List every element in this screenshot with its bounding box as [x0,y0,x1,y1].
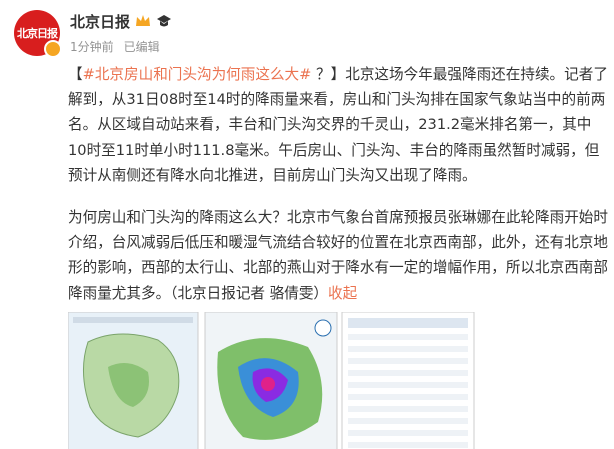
collapse-link[interactable]: 收起 [328,284,358,302]
edited-flag: 已编辑 [123,40,160,54]
image[interactable] [204,312,338,449]
bracket: 【 [68,66,83,83]
text: 北京这场今年最强降雨还在持续。记者了解到，从31日08时至14时的降雨量来看，房… [68,66,608,184]
avatar-text: 北京日报 [17,27,58,40]
name[interactable]: 北京日报 [70,13,131,31]
post-body: 【#北京房山和门头沟为何雨这么大# ？】北京这场今年最强降雨还在持续。记者了解到… [68,62,608,323]
cap-icon [157,15,172,27]
bracket: ？】 [316,66,346,83]
paragraph: 为何房山和门头沟的降雨这么大？北京市气象台首席预报员张琳娜在此轮降雨开始时介绍，… [68,205,608,306]
avatar[interactable]: 北京日报 [14,10,60,56]
verified-badge [44,40,62,58]
hashtag[interactable]: #北京房山和门头沟为何雨这么大# [82,66,317,83]
paragraph: 【#北京房山和门头沟为何雨这么大# ？】北京这场今年最强降雨还在持续。记者了解到… [68,62,608,188]
post-time: 1分钟前 [70,40,114,54]
image[interactable] [341,312,475,449]
crown-icon [136,15,151,26]
image-grid [68,312,475,449]
account-name[interactable]: 北京日报 [70,11,172,32]
text: 为何房山和门头沟的降雨这么大？北京市气象台首席预报员张琳娜在此轮降雨开始时介绍，… [68,209,608,302]
image[interactable] [68,312,199,449]
post-meta: 1分钟前 已编辑 [70,38,170,55]
